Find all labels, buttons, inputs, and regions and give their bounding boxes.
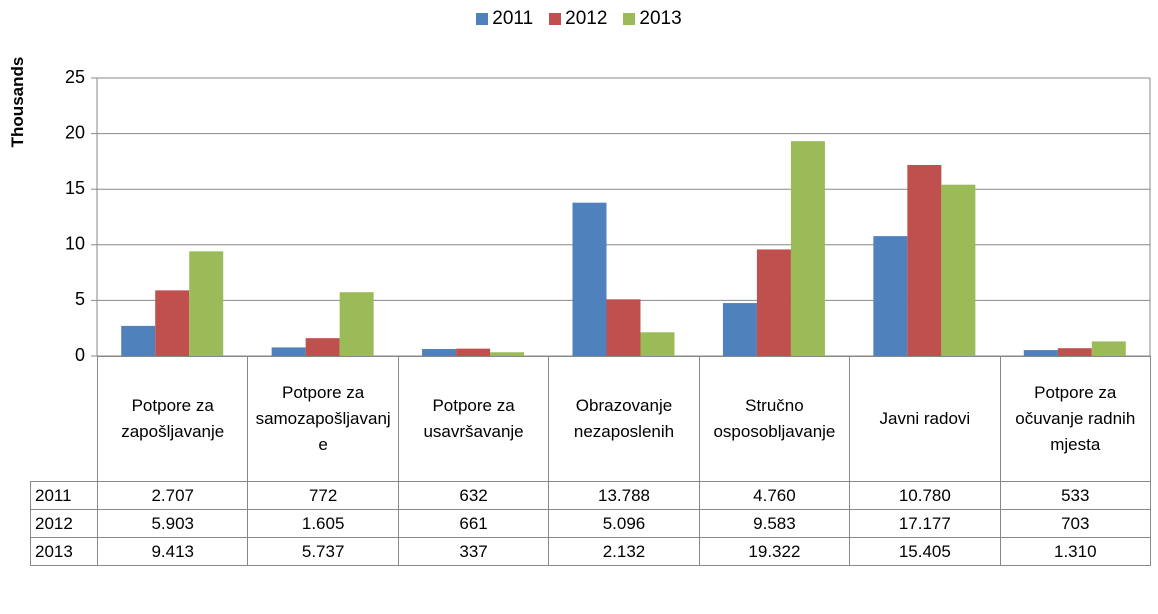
- bar: [640, 332, 675, 356]
- table-value: 5.737: [247, 537, 399, 566]
- bar: [189, 251, 224, 356]
- legend-swatch: [549, 13, 562, 25]
- legend-label: 2012: [565, 8, 608, 29]
- bar: [873, 236, 908, 356]
- table-value: 533: [999, 481, 1151, 510]
- table-value: 5.903: [97, 509, 249, 538]
- legend-label: 2013: [639, 8, 682, 29]
- y-tick-label: 10: [65, 234, 85, 254]
- legend-swatch: [623, 13, 636, 25]
- category-label: Stručno osposobljavanje: [698, 356, 851, 482]
- bar: [490, 352, 525, 356]
- table-value: 19.322: [698, 537, 851, 566]
- legend: 2011 2012 2013: [0, 8, 1158, 30]
- bar: [305, 338, 340, 356]
- table-value: 13.788: [548, 481, 700, 510]
- bar: [606, 299, 641, 356]
- bar: [572, 202, 607, 356]
- table-value: 9.583: [698, 509, 851, 538]
- table-value: 4.760: [698, 481, 851, 510]
- table-value: 9.413: [97, 537, 249, 566]
- legend-item: 2013: [623, 8, 682, 30]
- table-value: 703: [999, 509, 1151, 538]
- legend-item: 2012: [549, 8, 607, 30]
- bar: [1091, 341, 1126, 356]
- bar: [1023, 350, 1058, 356]
- row-label: 2013: [30, 537, 98, 566]
- bar: [907, 164, 942, 356]
- legend-item: 2011: [476, 8, 533, 30]
- category-label: Javni radovi: [849, 356, 1001, 482]
- table-value: 337: [397, 537, 550, 566]
- table-value: 10.780: [849, 481, 1001, 510]
- row-label: 2012: [30, 509, 98, 538]
- y-tick-label: 5: [75, 289, 85, 309]
- bar: [790, 141, 825, 356]
- y-tick-label: 20: [65, 122, 85, 142]
- bar: [756, 249, 791, 356]
- category-label: Potpore za očuvanje radnih mjesta: [999, 356, 1151, 482]
- table-value: 2.132: [548, 537, 700, 566]
- y-tick-label: 15: [65, 178, 85, 198]
- table-value: 1.605: [247, 509, 399, 538]
- category-label: Potpore za usavršavanje: [397, 356, 550, 482]
- table-value: 17.177: [849, 509, 1001, 538]
- table-value: 772: [247, 481, 399, 510]
- bar: [121, 325, 156, 356]
- legend-label: 2011: [492, 8, 534, 29]
- legend-swatch: [476, 13, 489, 25]
- category-label: Obrazovanje nezaposlenih: [548, 356, 700, 482]
- category-label: Potpore za samozapošljavanje: [247, 356, 399, 482]
- table-value: 661: [397, 509, 550, 538]
- bar: [422, 348, 457, 356]
- bar: [155, 290, 190, 356]
- table-value: 632: [397, 481, 550, 510]
- bar: [339, 292, 374, 356]
- table-value: 1.310: [999, 537, 1151, 566]
- bar: [1057, 348, 1092, 356]
- bar: [941, 184, 976, 356]
- table-value: 15.405: [849, 537, 1001, 566]
- y-axis-label: Thousands: [8, 56, 27, 148]
- row-label: 2011: [30, 481, 98, 510]
- bar: [722, 303, 757, 356]
- table-value: 2.707: [97, 481, 249, 510]
- table-value: 5.096: [548, 509, 700, 538]
- category-label: Potpore za zapošljavanje: [97, 356, 249, 482]
- y-tick-label: 0: [75, 345, 85, 365]
- bar: [271, 347, 306, 356]
- bar: [456, 348, 491, 356]
- y-tick-label: 25: [65, 67, 85, 87]
